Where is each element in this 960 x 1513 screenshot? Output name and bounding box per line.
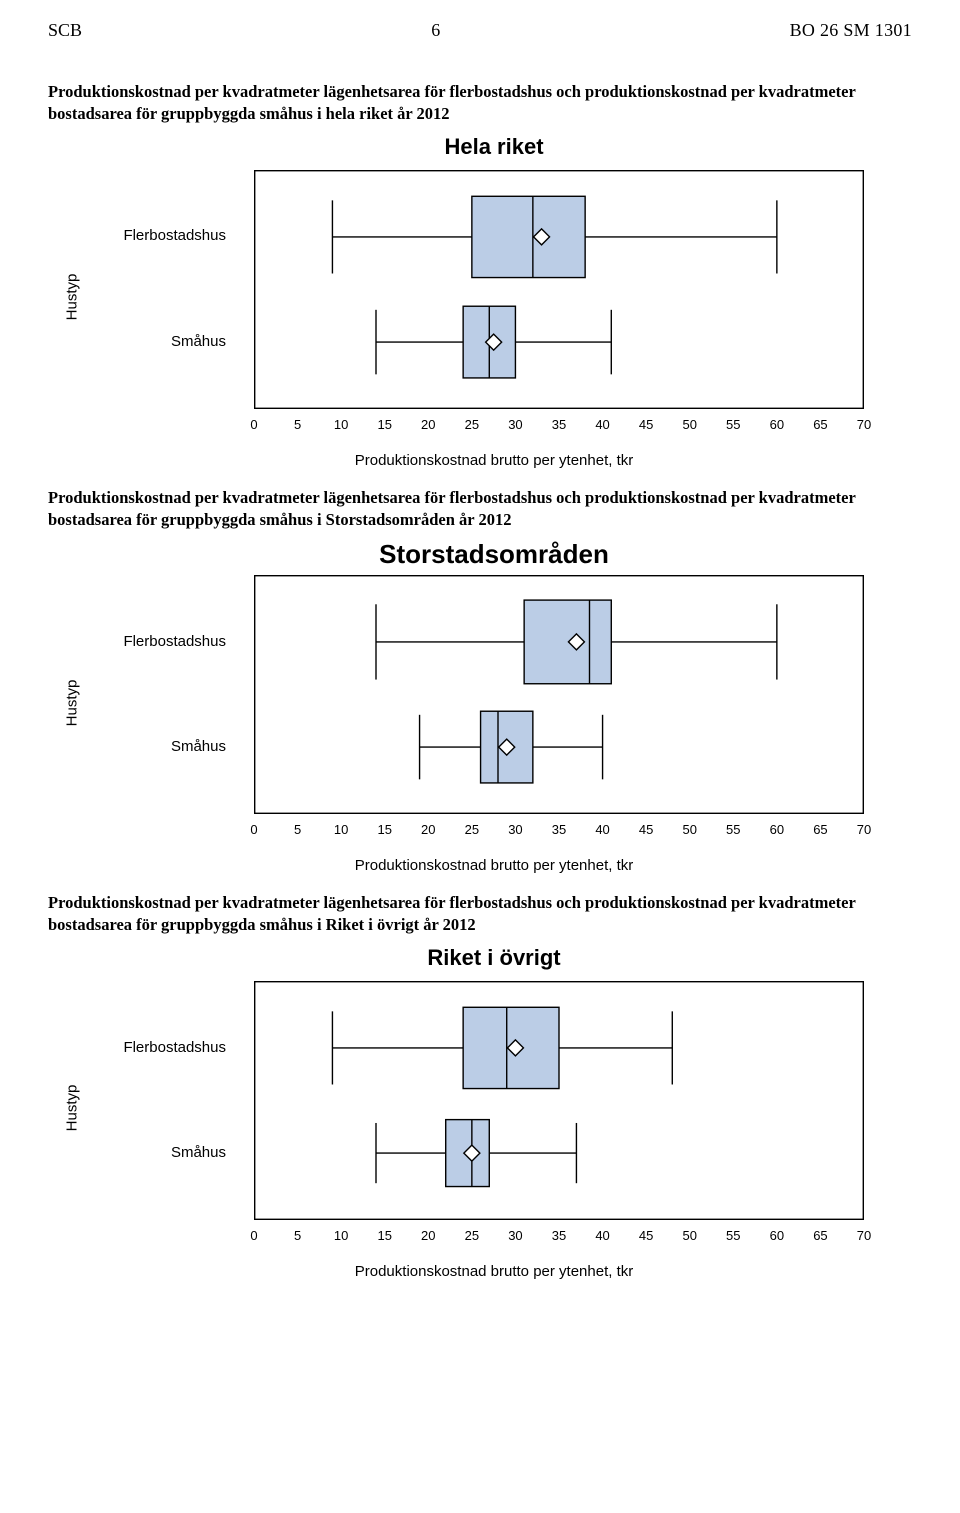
charts-container: Produktionskostnad per kvadratmeter läge… bbox=[48, 81, 912, 1276]
y-axis-label: Hustyp bbox=[64, 274, 81, 321]
x-tick-label: 5 bbox=[294, 1228, 301, 1243]
x-tick-label: 70 bbox=[857, 822, 871, 837]
x-tick-label: 45 bbox=[639, 822, 653, 837]
x-axis-label: Produktionskostnad brutto per ytenhet, t… bbox=[104, 452, 884, 469]
x-tick-label: 25 bbox=[465, 417, 479, 432]
x-tick-label: 40 bbox=[595, 417, 609, 432]
x-axis-label: Produktionskostnad brutto per ytenhet, t… bbox=[104, 857, 884, 874]
x-tick-label: 60 bbox=[770, 417, 784, 432]
x-tick-label: 15 bbox=[377, 1228, 391, 1243]
plot-svg bbox=[254, 170, 864, 409]
x-tick-label: 15 bbox=[377, 822, 391, 837]
x-tick-label: 10 bbox=[334, 1228, 348, 1243]
chart-caption: Produktionskostnad per kvadratmeter läge… bbox=[48, 487, 868, 532]
plot-svg bbox=[254, 981, 864, 1220]
x-tick-label: 30 bbox=[508, 417, 522, 432]
x-tick-label: 65 bbox=[813, 822, 827, 837]
x-tick-label: 60 bbox=[770, 822, 784, 837]
x-tick-label: 50 bbox=[682, 822, 696, 837]
x-tick-label: 5 bbox=[294, 822, 301, 837]
x-tick-label: 0 bbox=[250, 1228, 257, 1243]
x-tick-label: 20 bbox=[421, 1228, 435, 1243]
plot-area: FlerbostadshusSmåhus05101520253035404550… bbox=[254, 575, 864, 814]
plot-area: FlerbostadshusSmåhus05101520253035404550… bbox=[254, 981, 864, 1220]
y-tick-label: Småhus bbox=[104, 738, 226, 755]
x-tick-label: 55 bbox=[726, 1228, 740, 1243]
x-tick-label: 50 bbox=[682, 1228, 696, 1243]
x-tick-label: 20 bbox=[421, 822, 435, 837]
y-axis-label: Hustyp bbox=[64, 1085, 81, 1132]
x-tick-label: 70 bbox=[857, 1228, 871, 1243]
x-tick-label: 30 bbox=[508, 822, 522, 837]
chart-title: Hela riket bbox=[104, 134, 884, 160]
page-header: SCB 6 BO 26 SM 1301 bbox=[48, 20, 912, 41]
x-tick-label: 15 bbox=[377, 417, 391, 432]
x-tick-label: 40 bbox=[595, 822, 609, 837]
y-tick-label: Småhus bbox=[104, 1144, 226, 1161]
x-tick-label: 10 bbox=[334, 417, 348, 432]
x-tick-label: 0 bbox=[250, 417, 257, 432]
x-tick-label: 35 bbox=[552, 822, 566, 837]
x-tick-label: 5 bbox=[294, 417, 301, 432]
x-tick-label: 25 bbox=[465, 1228, 479, 1243]
x-tick-label: 30 bbox=[508, 1228, 522, 1243]
y-tick-label: Flerbostadshus bbox=[104, 1039, 226, 1056]
x-tick-label: 25 bbox=[465, 822, 479, 837]
page: SCB 6 BO 26 SM 1301 Produktionskostnad p… bbox=[0, 0, 960, 1306]
x-tick-label: 35 bbox=[552, 417, 566, 432]
x-tick-label: 55 bbox=[726, 822, 740, 837]
header-right: BO 26 SM 1301 bbox=[790, 20, 912, 41]
x-tick-label: 40 bbox=[595, 1228, 609, 1243]
plot-svg bbox=[254, 575, 864, 814]
x-tick-label: 45 bbox=[639, 1228, 653, 1243]
x-tick-label: 45 bbox=[639, 417, 653, 432]
x-tick-label: 55 bbox=[726, 417, 740, 432]
chart-title: Riket i övrigt bbox=[104, 945, 884, 971]
boxplot-chart: StorstadsområdenHustypProduktionskostnad… bbox=[104, 535, 884, 870]
chart-caption: Produktionskostnad per kvadratmeter läge… bbox=[48, 81, 868, 126]
boxplot-chart: Hela riketHustypProduktionskostnad brutt… bbox=[104, 130, 884, 465]
boxplot-chart: Riket i övrigtHustypProduktionskostnad b… bbox=[104, 941, 884, 1276]
x-tick-label: 50 bbox=[682, 417, 696, 432]
x-tick-label: 0 bbox=[250, 822, 257, 837]
header-page-number: 6 bbox=[431, 20, 440, 41]
chart-title: Storstadsområden bbox=[104, 539, 884, 570]
x-axis-label: Produktionskostnad brutto per ytenhet, t… bbox=[104, 1263, 884, 1280]
x-tick-label: 65 bbox=[813, 417, 827, 432]
y-tick-label: Flerbostadshus bbox=[104, 227, 226, 244]
x-tick-label: 10 bbox=[334, 822, 348, 837]
x-tick-label: 20 bbox=[421, 417, 435, 432]
chart-caption: Produktionskostnad per kvadratmeter läge… bbox=[48, 892, 868, 937]
y-axis-label: Hustyp bbox=[64, 679, 81, 726]
x-tick-label: 35 bbox=[552, 1228, 566, 1243]
y-tick-label: Flerbostadshus bbox=[104, 633, 226, 650]
x-tick-label: 60 bbox=[770, 1228, 784, 1243]
header-left: SCB bbox=[48, 20, 82, 41]
plot-area: FlerbostadshusSmåhus05101520253035404550… bbox=[254, 170, 864, 409]
x-tick-label: 65 bbox=[813, 1228, 827, 1243]
x-tick-label: 70 bbox=[857, 417, 871, 432]
y-tick-label: Småhus bbox=[104, 333, 226, 350]
